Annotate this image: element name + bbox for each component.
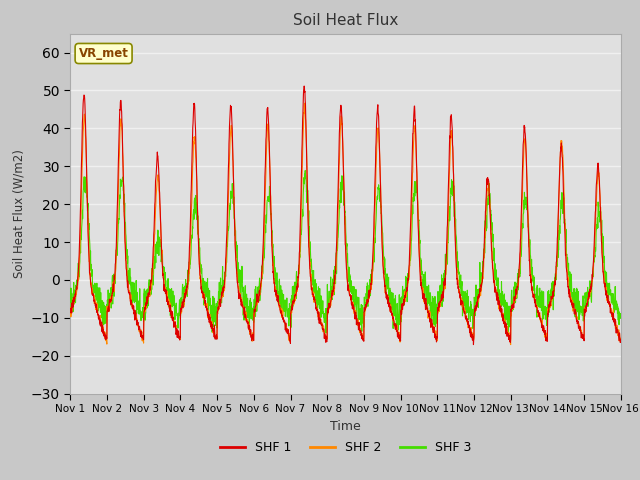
SHF 2	[584, 298, 592, 304]
SHF 1	[470, 342, 477, 348]
Line: SHF 3: SHF 3	[70, 170, 621, 333]
SHF 2	[220, 286, 228, 292]
SHF 1	[362, 301, 369, 307]
SHF 3	[584, 304, 592, 310]
SHF 3	[374, 196, 381, 202]
SHF 2	[569, 298, 577, 303]
SHF 3	[220, 285, 228, 290]
SHF 3	[569, 290, 577, 296]
SHF 2	[374, 128, 381, 134]
SHF 1	[67, 306, 74, 312]
SHF 2	[617, 337, 625, 343]
Title: Soil Heat Flux: Soil Heat Flux	[293, 13, 398, 28]
SHF 1	[506, 336, 514, 342]
SHF 2	[67, 312, 74, 317]
SHF 1	[569, 303, 577, 309]
SHF 2	[362, 303, 369, 309]
Y-axis label: Soil Heat Flux (W/m2): Soil Heat Flux (W/m2)	[12, 149, 25, 278]
SHF 3	[301, 168, 309, 173]
SHF 3	[67, 288, 74, 294]
Text: VR_met: VR_met	[79, 47, 129, 60]
SHF 2	[507, 342, 515, 348]
SHF 3	[617, 311, 625, 317]
SHF 1	[374, 104, 381, 110]
SHF 1	[300, 83, 308, 89]
SHF 3	[504, 330, 512, 336]
X-axis label: Time: Time	[330, 420, 361, 432]
SHF 1	[584, 296, 592, 302]
SHF 1	[617, 337, 625, 343]
SHF 3	[506, 304, 514, 310]
Line: SHF 2: SHF 2	[70, 103, 621, 345]
SHF 1	[220, 285, 228, 291]
SHF 2	[506, 334, 513, 339]
Line: SHF 1: SHF 1	[70, 86, 621, 345]
Legend: SHF 1, SHF 2, SHF 3: SHF 1, SHF 2, SHF 3	[215, 436, 476, 459]
SHF 3	[362, 303, 369, 309]
SHF 2	[301, 100, 308, 106]
